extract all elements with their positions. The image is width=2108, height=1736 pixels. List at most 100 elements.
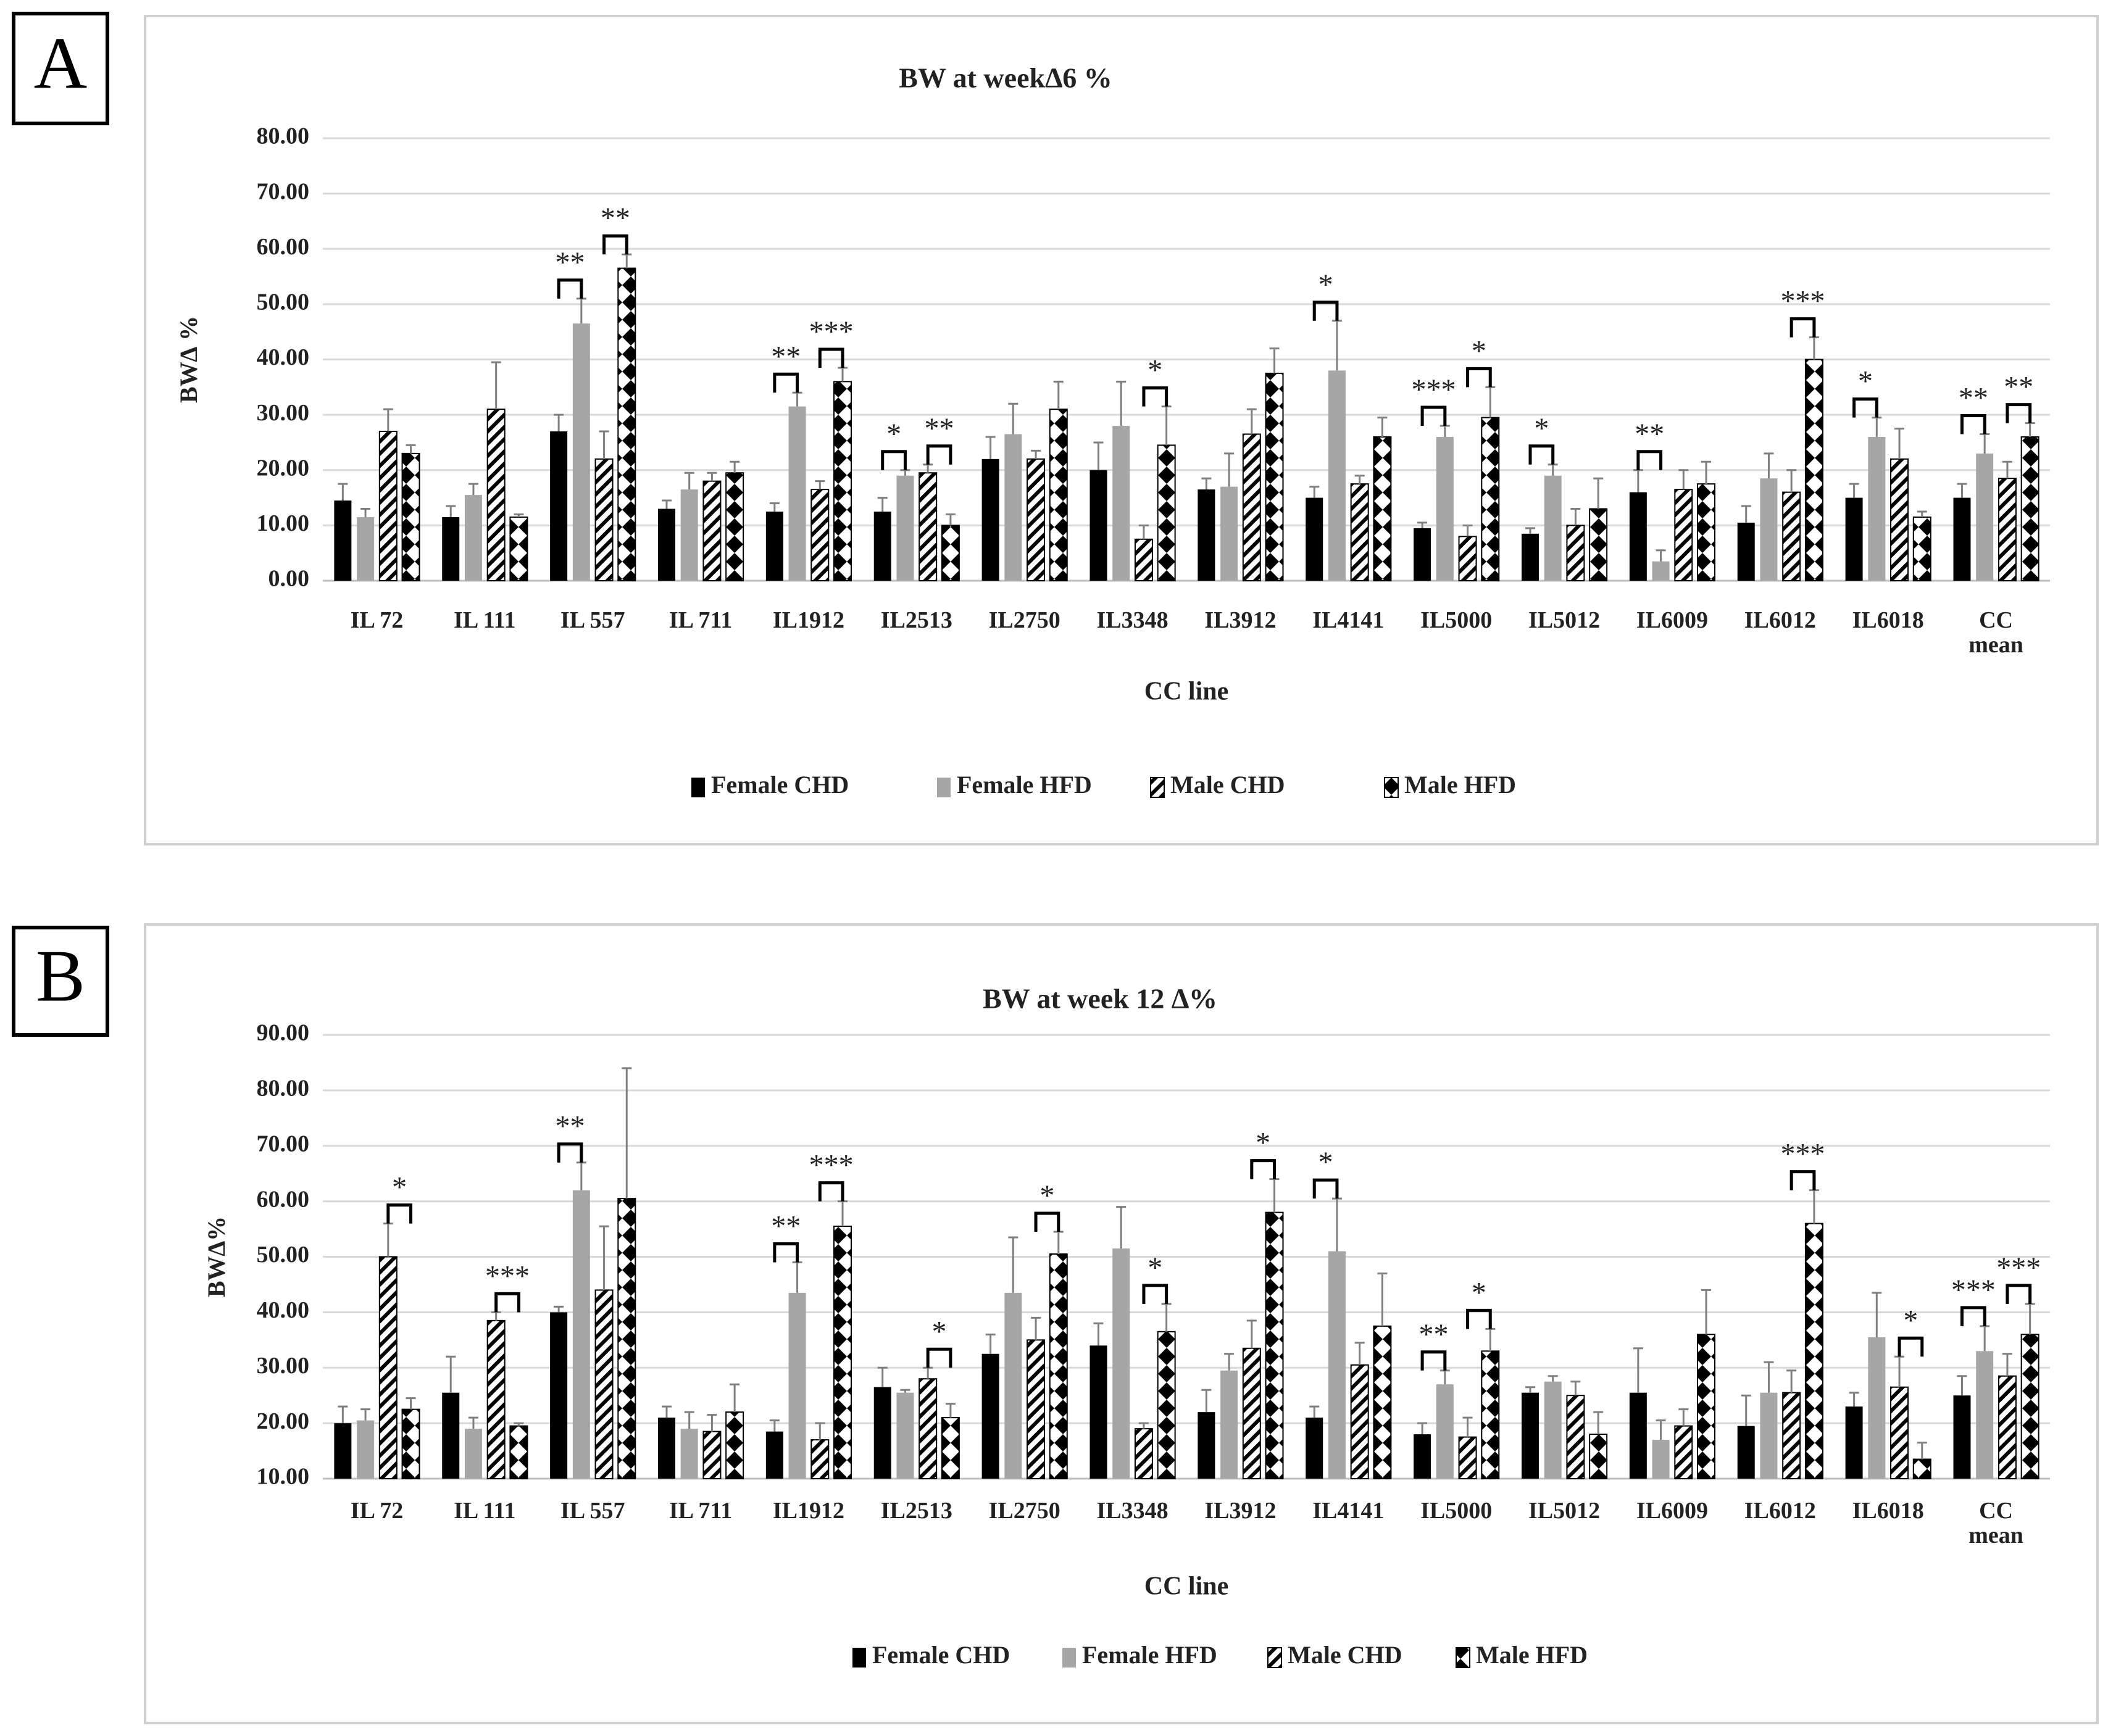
bar	[1414, 528, 1431, 581]
error-bar	[945, 1403, 956, 1418]
bar	[1521, 533, 1539, 581]
bar	[981, 1353, 999, 1479]
y-tick-label: 80.00	[257, 1076, 310, 1102]
error-bar	[338, 483, 348, 501]
bar	[833, 1226, 852, 1479]
bar	[617, 1198, 636, 1479]
bar	[981, 459, 999, 581]
error-bar	[1764, 452, 1774, 479]
bar	[1436, 436, 1454, 581]
bar	[594, 1289, 614, 1480]
x-tick-label: IL2750	[988, 1498, 1060, 1524]
significance-label: *	[1534, 412, 1549, 445]
bar	[1112, 1248, 1130, 1479]
error-bar	[1548, 1375, 1558, 1382]
x-tick-label: IL5000	[1420, 1498, 1493, 1524]
bar	[1198, 1412, 1215, 1479]
error-bar	[1741, 1394, 1751, 1426]
error-bar	[2002, 460, 2012, 479]
bar	[1004, 434, 1022, 581]
significance-bracket	[1142, 386, 1169, 407]
bar	[1265, 372, 1284, 581]
significance-label: ***	[1996, 1252, 2041, 1284]
error-bar	[1894, 428, 1905, 459]
error-bar	[1809, 1189, 1819, 1224]
error-bar	[730, 460, 740, 473]
error-bar	[1008, 402, 1019, 434]
y-tick-label: 30.00	[257, 1353, 310, 1379]
bar	[1328, 1251, 1346, 1479]
bar	[1845, 497, 1863, 581]
x-tick-label: IL4141	[1312, 1498, 1385, 1524]
error-bar	[1656, 549, 1666, 562]
significance-label: *	[1148, 1252, 1162, 1284]
error-bar	[1031, 1316, 1041, 1340]
error-bar	[576, 297, 586, 324]
x-tick-label: IL1912	[772, 1498, 844, 1524]
y-tick-label: 10.00	[257, 1464, 310, 1490]
bar	[550, 431, 568, 581]
x-tick-label: IL6012	[1744, 607, 1816, 633]
significance-bracket	[1852, 397, 1878, 418]
legend-swatch	[1456, 1647, 1470, 1668]
bar	[464, 495, 482, 581]
error-bar	[1093, 1322, 1104, 1346]
bar	[1373, 436, 1392, 581]
bar	[442, 517, 460, 581]
error-bar	[769, 502, 780, 512]
bar	[1976, 1351, 1994, 1479]
error-bar	[838, 1200, 848, 1227]
error-bar	[1269, 347, 1280, 373]
error-bar	[1570, 1381, 1581, 1396]
error-bar	[923, 1366, 933, 1379]
error-bar	[1525, 527, 1535, 534]
significance-bracket	[773, 1242, 799, 1263]
legend-label: Female HFD	[1082, 1641, 1217, 1669]
legend-label: Male HFD	[1404, 771, 1516, 799]
bar	[1589, 508, 1608, 581]
error-bar	[406, 444, 416, 454]
y-tick-label: 70.00	[257, 1131, 310, 1157]
bar	[334, 1423, 352, 1479]
panel-label-box	[12, 926, 109, 1037]
error-bar	[2025, 422, 2035, 437]
bar	[1157, 1331, 1176, 1480]
bar	[810, 489, 830, 582]
bar	[1845, 1406, 1863, 1479]
bar	[401, 1408, 420, 1479]
bar	[1049, 409, 1068, 581]
bar	[833, 381, 852, 581]
bar	[788, 1292, 806, 1479]
x-tick-label: IL 72	[350, 607, 404, 633]
bar	[1350, 1364, 1369, 1480]
significance-bracket	[818, 347, 844, 368]
error-bar	[1377, 1272, 1388, 1326]
bar	[1521, 1392, 1539, 1479]
error-bar	[1570, 507, 1581, 526]
error-bar	[1633, 469, 1643, 492]
error-bar	[1917, 1442, 1927, 1460]
error-bar	[1741, 505, 1751, 523]
significance-label: *	[932, 1315, 947, 1348]
error-bar	[1031, 449, 1041, 459]
significance-bracket	[2006, 1284, 2032, 1304]
bar	[1220, 1370, 1238, 1479]
bar	[1912, 1458, 1931, 1479]
chart-title: BW at week∆6 %	[899, 62, 1112, 94]
bar	[572, 323, 590, 581]
legend-swatch	[852, 1648, 866, 1667]
bar	[1953, 497, 1971, 581]
error-bar	[446, 505, 456, 517]
bar	[1737, 522, 1755, 581]
significance-bracket	[818, 1181, 844, 1202]
error-bar	[1116, 1206, 1127, 1249]
significance-label: *	[886, 418, 901, 451]
x-tick-label: IL 111	[454, 607, 516, 633]
x-tick-label: CC mean	[1968, 607, 2023, 658]
x-tick-label: IL 557	[560, 607, 625, 633]
panel-frame	[144, 15, 2099, 845]
bar	[1782, 1392, 1801, 1480]
bar	[1112, 426, 1130, 581]
bar	[765, 1431, 783, 1479]
error-bar	[446, 1355, 456, 1393]
